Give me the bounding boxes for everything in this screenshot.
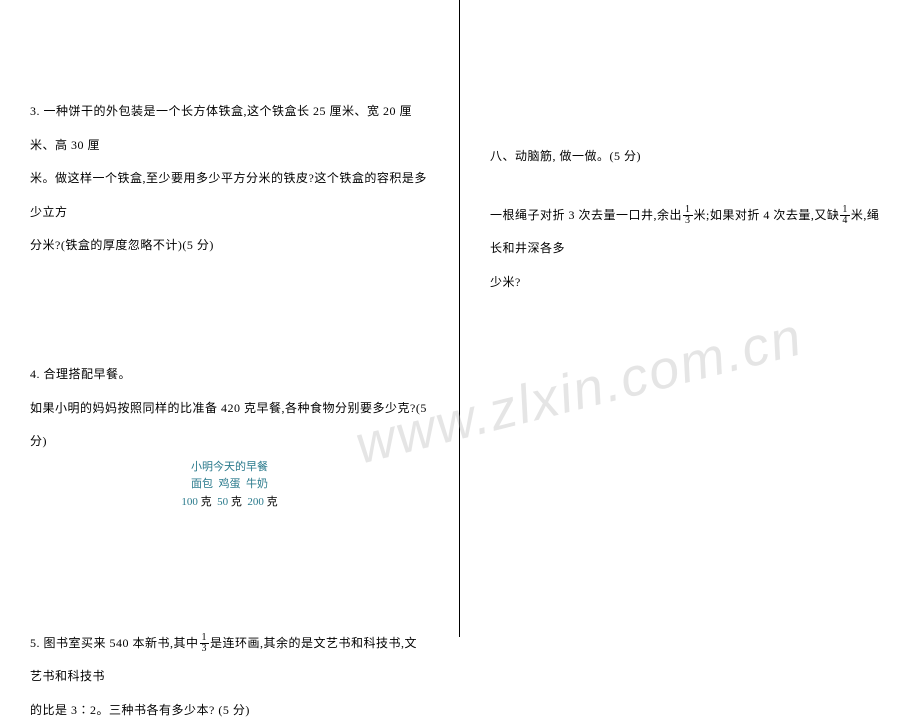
fraction: 14	[840, 205, 850, 226]
unit: 克	[267, 496, 278, 508]
page: 3. 一种饼干的外包装是一个长方体铁盒,这个铁盒长 25 厘米、宽 20 厘米、…	[0, 0, 920, 637]
fraction-denominator: 3	[683, 216, 693, 226]
fraction: 13	[683, 205, 693, 226]
breakfast-table: 小明今天的早餐 面包 鸡蛋 牛奶 100 克 50 克 200 克	[30, 459, 429, 512]
table-data-row: 100 克 50 克 200 克	[30, 494, 429, 512]
fraction: 13	[200, 633, 210, 654]
q3-line2: 米。做这样一个铁盒,至少要用多少平方分米的铁皮?这个铁盒的容积是多少立方	[30, 162, 429, 229]
table-header-cell: 面包	[191, 478, 213, 490]
table-cell: 50	[217, 496, 228, 508]
table-title: 小明今天的早餐	[30, 459, 429, 477]
table-header-cell: 鸡蛋	[219, 478, 241, 490]
spacer	[30, 512, 429, 627]
spacer	[490, 174, 890, 199]
unit: 克	[231, 496, 242, 508]
q8-title: 八、动脑筋, 做一做。(5 分)	[490, 140, 890, 174]
q8-line2: 少米?	[490, 266, 890, 300]
q3-line1: 3. 一种饼干的外包装是一个长方体铁盒,这个铁盒长 25 厘米、宽 20 厘米、…	[30, 95, 429, 162]
fraction-numerator: 1	[200, 633, 210, 644]
right-column: 八、动脑筋, 做一做。(5 分) 一根绳子对折 3 次去量一口井,余出13米;如…	[460, 0, 920, 637]
q5-line2: 的比是 3∶2。三种书各有多少本? (5 分)	[30, 694, 429, 727]
q8-pre: 一根绳子对折 3 次去量一口井,余出	[490, 208, 682, 222]
table-header-row: 面包 鸡蛋 牛奶	[30, 476, 429, 494]
fraction-denominator: 3	[200, 644, 210, 654]
q5-pre: 5. 图书室买来 540 本新书,其中	[30, 636, 199, 650]
table-cell: 100	[181, 496, 198, 508]
q3-line3: 分米?(铁盒的厚度忽略不计)(5 分)	[30, 229, 429, 263]
unit: 克	[201, 496, 212, 508]
spacer	[30, 0, 429, 95]
q4-line1: 4. 合理搭配早餐。	[30, 358, 429, 392]
spacer	[490, 0, 890, 140]
q8-line1: 一根绳子对折 3 次去量一口井,余出13米;如果对折 4 次去量,又缺14米,绳…	[490, 199, 890, 266]
q4-line2: 如果小明的妈妈按照同样的比准备 420 克早餐,各种食物分别要多少克?(5 分)	[30, 392, 429, 459]
fraction-denominator: 4	[840, 216, 850, 226]
table-header-cell: 牛奶	[246, 478, 268, 490]
table-cell: 200	[247, 496, 264, 508]
spacer	[30, 263, 429, 358]
left-column: 3. 一种饼干的外包装是一个长方体铁盒,这个铁盒长 25 厘米、宽 20 厘米、…	[0, 0, 460, 637]
q8-mid: 米;如果对折 4 次去量,又缺	[694, 208, 840, 222]
